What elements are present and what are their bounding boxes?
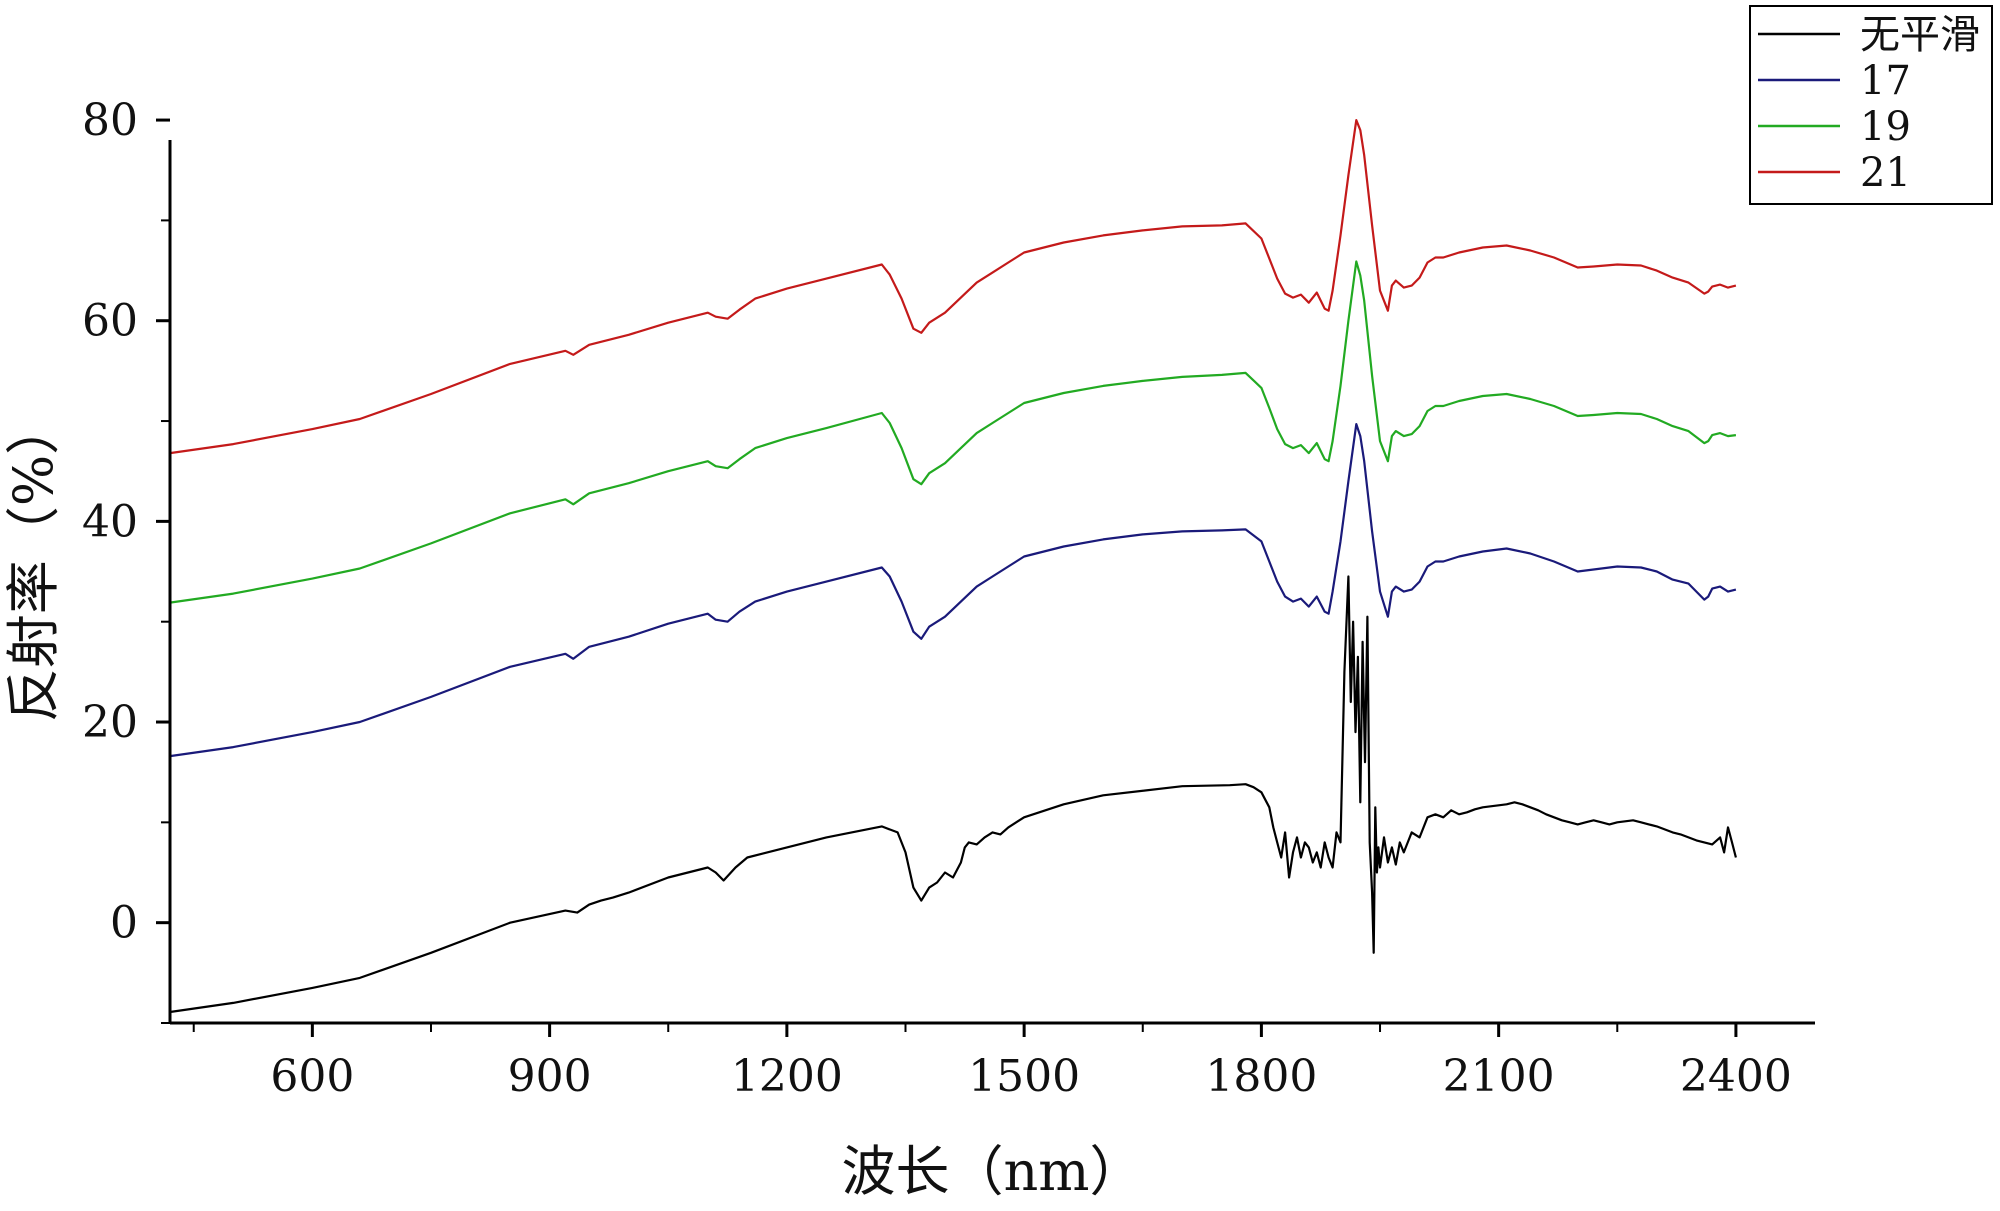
- series-line-0: [169, 575, 1737, 1014]
- series-layer: [169, 118, 1737, 1014]
- series-line-2: [169, 260, 1737, 604]
- y-tick-label: 0: [110, 898, 138, 949]
- x-tick-label: 1500: [968, 1051, 1080, 1102]
- y-tick-label: 40: [82, 496, 138, 547]
- y-tick-label: 80: [82, 95, 138, 146]
- series-line-3: [169, 118, 1737, 455]
- legend-label: 19: [1860, 104, 1911, 150]
- x-tick-label: 900: [508, 1051, 592, 1102]
- x-axis-title: 波长（nm）: [842, 1140, 1144, 1203]
- x-tick-label: 1800: [1205, 1051, 1317, 1102]
- x-tick-label: 2400: [1680, 1051, 1792, 1102]
- legend-label: 17: [1860, 58, 1911, 104]
- y-tick-layer: 0 20 40 60 80: [82, 95, 170, 1024]
- series-line-1: [169, 423, 1737, 758]
- y-tick-label: 60: [82, 296, 138, 347]
- x-tick-layer: 600 900 1200 1500 1800 2100 2400: [192, 1023, 1792, 1102]
- x-tick-label: 600: [270, 1051, 354, 1102]
- y-tick-label: 20: [82, 697, 138, 748]
- axes-layer: [168, 140, 1815, 1025]
- legend-label: 无平滑: [1860, 12, 1980, 58]
- y-axis-title: 反射率（%）: [2, 401, 65, 722]
- x-tick-label: 2100: [1443, 1051, 1555, 1102]
- legend-label: 21: [1860, 150, 1911, 196]
- x-tick-label: 1200: [731, 1051, 843, 1102]
